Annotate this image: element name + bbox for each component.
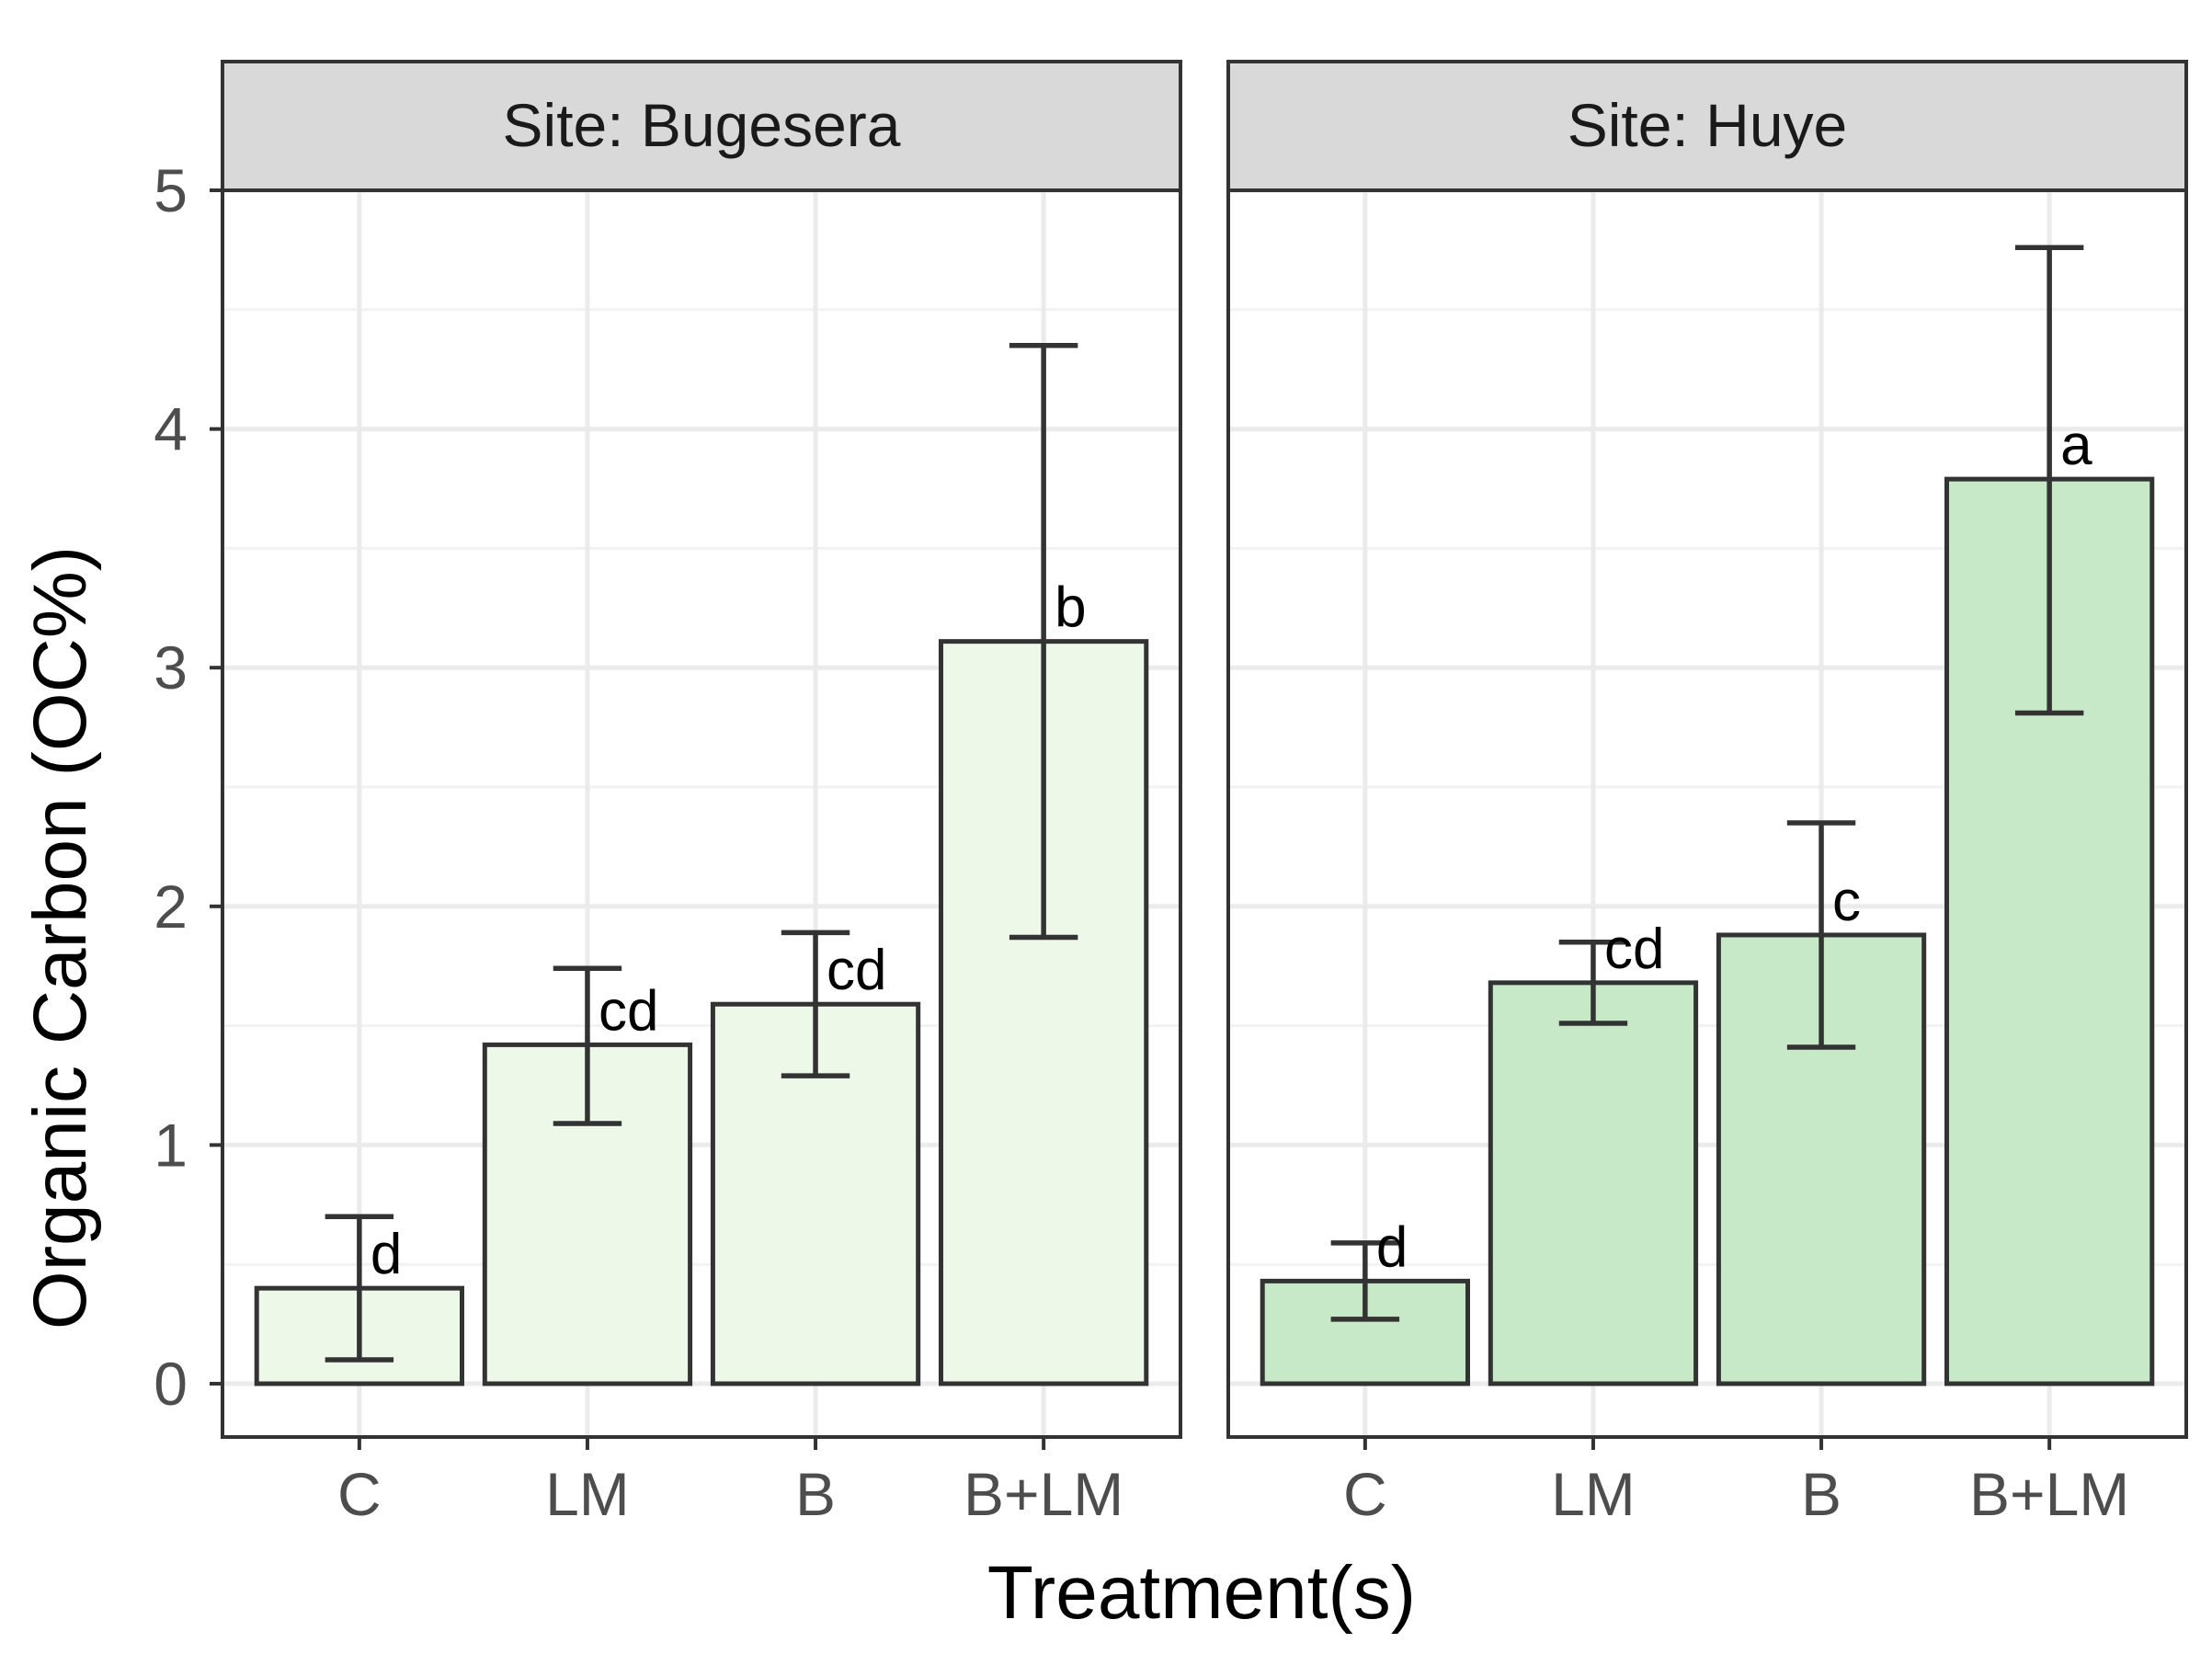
y-axis: 0 1 2 3 4 5	[154, 156, 222, 1418]
facet-strip	[221, 60, 1182, 192]
x-tick-label: LM	[1551, 1460, 1636, 1528]
significance-letter: b	[1055, 576, 1086, 640]
x-tick-label: B	[795, 1460, 836, 1528]
significance-letter: cd	[827, 939, 886, 1002]
bar-lm	[1488, 980, 1699, 1386]
facet-strip	[1226, 60, 2188, 192]
y-tick-label: 2	[154, 873, 188, 941]
facet-title: Site: Bugesera	[503, 91, 901, 159]
x-axis-title: Treatment(s)	[987, 1551, 1416, 1635]
y-tick-label: 3	[154, 633, 188, 702]
significance-letter: d	[1376, 1215, 1408, 1279]
significance-letter: c	[1832, 870, 1861, 933]
facet-huye: d cd c a Site: Huye C LM B B+LM	[1226, 60, 2188, 1528]
y-tick-label: 5	[154, 156, 188, 224]
x-tick-label: B+LM	[1969, 1460, 2129, 1528]
facet-bugesera: d cd cd b Site: Bugesera C LM B B+LM	[221, 60, 1182, 1528]
x-tick-label: B+LM	[963, 1460, 1123, 1528]
significance-letter: d	[371, 1223, 402, 1286]
x-tick-label: C	[1343, 1460, 1387, 1528]
significance-letter: cd	[599, 979, 658, 1043]
y-tick-label: 1	[154, 1111, 188, 1179]
y-axis-title: Organic Carbon (OC%)	[18, 546, 102, 1329]
significance-letter: cd	[1604, 918, 1664, 981]
x-tick-label: LM	[545, 1460, 630, 1528]
y-tick-label: 0	[154, 1350, 188, 1418]
x-tick-label: B	[1801, 1460, 1841, 1528]
facet-title: Site: Huye	[1568, 91, 1847, 159]
significance-letter: a	[2060, 414, 2092, 477]
x-tick-label: C	[337, 1460, 382, 1528]
y-tick-label: 4	[154, 395, 188, 463]
